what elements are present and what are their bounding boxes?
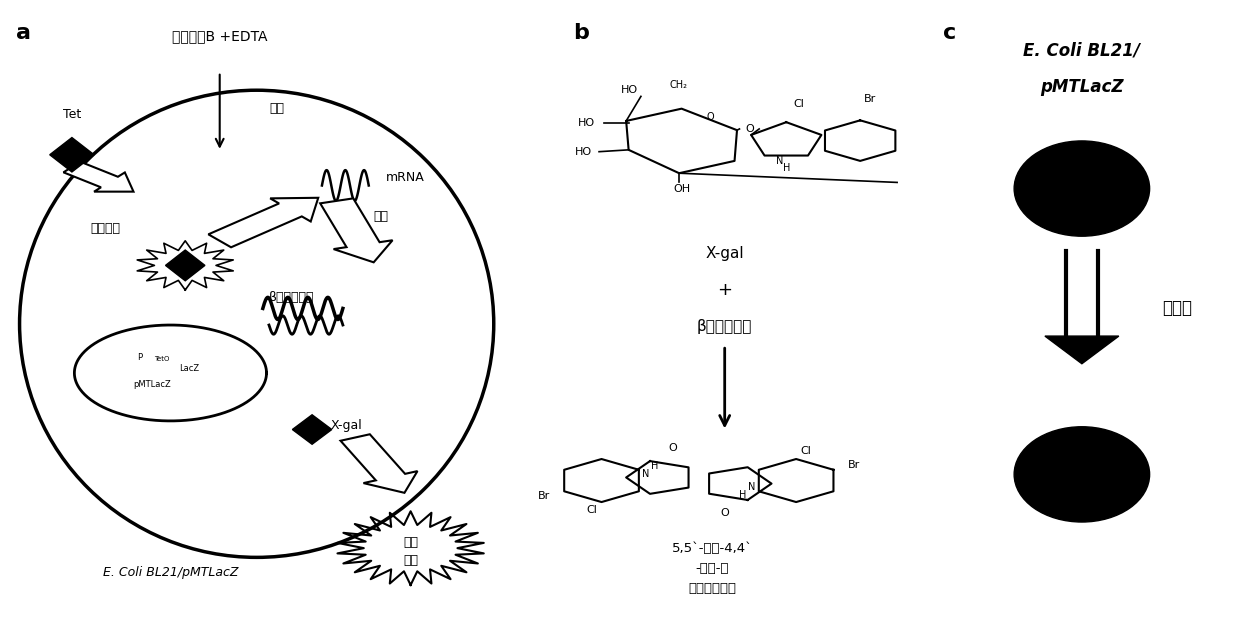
Text: HO: HO xyxy=(578,118,595,128)
Text: LacZ: LacZ xyxy=(179,364,200,373)
Text: Cl: Cl xyxy=(794,98,804,109)
Text: X-gal: X-gal xyxy=(331,419,362,432)
Text: 5,5`-二渴-4,4`: 5,5`-二渴-4,4` xyxy=(672,541,753,554)
Text: E. Coli BL21/: E. Coli BL21/ xyxy=(1023,41,1141,59)
Text: -二氯-靶: -二氯-靶 xyxy=(696,562,729,575)
Polygon shape xyxy=(165,250,205,281)
Text: β半乳糖苷酶: β半乳糖苷酶 xyxy=(269,292,315,305)
Text: H: H xyxy=(651,462,658,472)
Text: （蓝色沉淠）: （蓝色沉淠） xyxy=(688,582,737,594)
Polygon shape xyxy=(293,415,332,444)
Text: HO: HO xyxy=(574,146,591,157)
Text: a: a xyxy=(16,22,31,42)
Text: β半乳糖苷酶: β半乳糖苷酶 xyxy=(697,320,753,335)
Text: E. Coli BL21/pMTLacZ: E. Coli BL21/pMTLacZ xyxy=(103,566,238,579)
Polygon shape xyxy=(341,434,418,493)
Text: N: N xyxy=(642,469,650,479)
Text: OH: OH xyxy=(673,184,691,194)
Ellipse shape xyxy=(1014,427,1149,522)
Text: H: H xyxy=(739,490,746,500)
Text: 转录: 转录 xyxy=(373,210,388,223)
Text: pMTLacZ: pMTLacZ xyxy=(133,379,171,389)
Ellipse shape xyxy=(1014,141,1149,236)
Polygon shape xyxy=(1045,336,1118,364)
Text: H: H xyxy=(782,163,790,173)
Text: Br: Br xyxy=(538,491,549,501)
Text: P: P xyxy=(138,353,143,362)
Text: 多粠菌素B +EDTA: 多粠菌素B +EDTA xyxy=(172,29,268,43)
Text: Br: Br xyxy=(848,460,861,470)
Text: Cl: Cl xyxy=(801,446,811,456)
Polygon shape xyxy=(50,138,94,172)
Text: Cl: Cl xyxy=(587,505,598,515)
Text: X-gal: X-gal xyxy=(706,245,744,260)
Text: c: c xyxy=(942,22,956,42)
Text: +: + xyxy=(717,281,732,299)
Text: 蓝色: 蓝色 xyxy=(403,536,418,548)
Text: pMTLacZ: pMTLacZ xyxy=(1040,78,1123,96)
Text: N: N xyxy=(748,482,755,492)
Text: N: N xyxy=(776,156,784,166)
Polygon shape xyxy=(208,197,319,247)
Text: O: O xyxy=(706,112,714,121)
Text: Tet: Tet xyxy=(63,108,81,121)
Text: 敏化: 敏化 xyxy=(269,102,284,115)
Text: CH₂: CH₂ xyxy=(670,80,687,90)
Text: HO: HO xyxy=(621,85,639,95)
Text: 斋点: 斋点 xyxy=(403,554,418,567)
Text: b: b xyxy=(573,22,589,42)
Text: 阻遗蛋白: 阻遗蛋白 xyxy=(91,222,120,235)
Polygon shape xyxy=(63,162,134,192)
Text: O: O xyxy=(745,124,754,134)
Text: 四环素: 四环素 xyxy=(1162,300,1192,318)
Text: TetO: TetO xyxy=(155,356,170,363)
Text: O: O xyxy=(668,443,677,453)
Text: mRNA: mRNA xyxy=(386,171,425,184)
Text: O: O xyxy=(720,508,729,518)
Polygon shape xyxy=(320,198,393,262)
Text: Br: Br xyxy=(864,94,877,104)
